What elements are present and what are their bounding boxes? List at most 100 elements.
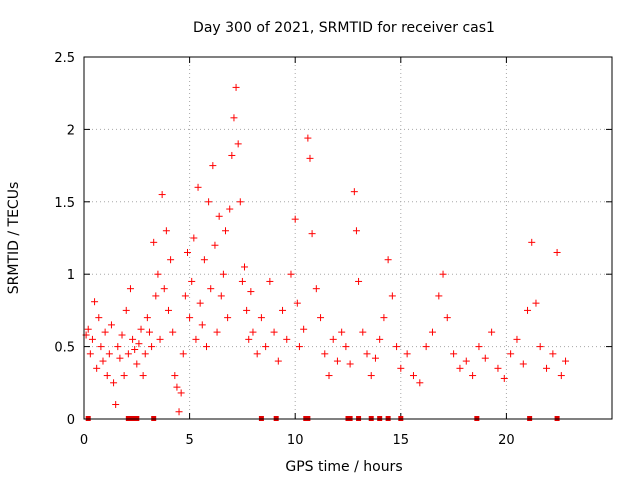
data-point xyxy=(164,306,172,314)
data-point xyxy=(312,285,320,293)
data-point xyxy=(494,364,502,372)
data-point xyxy=(160,285,168,293)
data-point xyxy=(270,328,278,336)
y-tick-label: 2.5 xyxy=(54,51,75,66)
data-point xyxy=(88,335,96,343)
data-point xyxy=(428,328,436,336)
data-point xyxy=(139,372,147,380)
data-point xyxy=(388,292,396,300)
data-point xyxy=(135,340,143,348)
data-point xyxy=(450,350,458,358)
x-axis-label: GPS time / hours xyxy=(285,459,402,475)
data-point xyxy=(245,335,253,343)
x-tick-label: 5 xyxy=(185,433,193,448)
data-point xyxy=(110,379,118,387)
data-point xyxy=(524,306,532,314)
data-point xyxy=(443,314,451,322)
data-point xyxy=(532,299,540,307)
data-point xyxy=(291,215,299,223)
y-tick-label: 0 xyxy=(67,413,75,428)
data-point xyxy=(114,343,122,351)
plot-frame xyxy=(83,56,613,420)
y-axis-label: SRMTID / TECUs xyxy=(6,182,22,295)
data-point xyxy=(169,328,177,336)
data-point xyxy=(274,357,282,365)
data-point xyxy=(528,238,536,246)
data-point xyxy=(346,360,354,368)
data-point xyxy=(194,183,202,191)
data-point xyxy=(416,379,424,387)
data-point xyxy=(141,350,149,358)
data-point xyxy=(103,372,111,380)
data-point xyxy=(435,292,443,300)
data-point xyxy=(120,372,128,380)
x-tick-label: 10 xyxy=(287,433,304,448)
x-tick-label: 0 xyxy=(80,433,88,448)
data-point xyxy=(257,314,265,322)
data-point xyxy=(112,401,120,409)
data-point xyxy=(175,408,183,416)
data-point xyxy=(224,314,232,322)
data-point xyxy=(202,343,210,351)
data-point xyxy=(338,328,346,336)
data-point xyxy=(253,350,261,358)
data-point xyxy=(86,350,94,358)
data-point xyxy=(84,325,92,333)
data-point xyxy=(238,277,246,285)
data-point xyxy=(105,350,113,358)
data-point xyxy=(236,198,244,206)
y-tick-label: 0.5 xyxy=(54,341,75,356)
data-point xyxy=(363,350,371,358)
axis-ticks: 0 0.5 1 1.5 2 2.5 0 5 10 15 20 xyxy=(54,51,612,448)
data-point xyxy=(481,354,489,362)
data-point xyxy=(217,292,225,300)
data-point xyxy=(409,372,417,380)
data-point xyxy=(371,354,379,362)
data-point xyxy=(234,140,242,148)
data-point xyxy=(247,288,255,296)
data-point xyxy=(207,285,215,293)
data-point xyxy=(107,321,115,329)
data-point xyxy=(549,350,557,358)
data-point xyxy=(154,270,162,278)
data-point xyxy=(177,389,185,397)
data-point xyxy=(181,292,189,300)
data-point xyxy=(190,234,198,242)
data-point xyxy=(262,343,270,351)
data-point xyxy=(131,345,139,353)
y-tick-label: 2 xyxy=(67,123,75,138)
data-point xyxy=(393,343,401,351)
data-point xyxy=(279,306,287,314)
data-point xyxy=(93,364,101,372)
chart-title: Day 300 of 2021, SRMTID for receiver cas… xyxy=(193,20,495,36)
data-point xyxy=(209,162,217,170)
data-point xyxy=(557,372,565,380)
data-point xyxy=(553,248,561,256)
data-point xyxy=(513,335,521,343)
data-point xyxy=(475,343,483,351)
data-point xyxy=(500,374,508,382)
data-point xyxy=(122,306,130,314)
data-point xyxy=(300,325,308,333)
data-point xyxy=(148,343,156,351)
data-point xyxy=(519,360,527,368)
data-point xyxy=(211,241,219,249)
data-point xyxy=(243,306,251,314)
data-point xyxy=(342,343,350,351)
data-point xyxy=(283,335,291,343)
data-point xyxy=(150,238,158,246)
data-point xyxy=(133,360,141,368)
data-point xyxy=(241,263,249,271)
data-point xyxy=(173,383,181,391)
data-point xyxy=(325,372,333,380)
data-point xyxy=(317,314,325,322)
data-point xyxy=(213,328,221,336)
data-point xyxy=(287,270,295,278)
data-point xyxy=(205,198,213,206)
data-point xyxy=(126,285,134,293)
data-point xyxy=(97,343,105,351)
data-point xyxy=(456,364,464,372)
data-point xyxy=(384,256,392,264)
data-point xyxy=(124,350,132,358)
